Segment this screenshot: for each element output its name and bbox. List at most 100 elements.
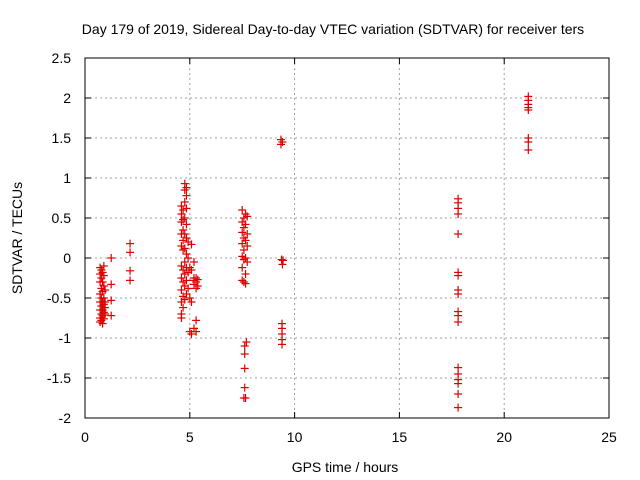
y-tick-label: 1: [63, 170, 71, 186]
data-point: [180, 214, 189, 222]
data-point: [240, 350, 249, 358]
data-point: [99, 262, 108, 270]
data-point: [238, 206, 247, 214]
y-tick-label: -1.5: [47, 370, 71, 386]
data-point: [177, 286, 186, 294]
data-point: [241, 236, 250, 245]
x-tick-label: 20: [496, 429, 512, 445]
data-point: [177, 262, 186, 270]
data-point: [454, 230, 463, 238]
x-tick-label: 5: [186, 429, 194, 445]
data-point: [179, 226, 188, 234]
grid-lines: [85, 58, 609, 418]
data-point: [187, 240, 196, 249]
data-point: [454, 379, 463, 388]
data-point: [182, 276, 191, 285]
data-point: [179, 278, 188, 286]
data-point: [279, 256, 288, 265]
data-point: [107, 280, 116, 289]
data-point: [99, 314, 108, 323]
data-point: [182, 250, 191, 258]
y-tick-labels: -2 -1.5 -1 -0.5 0 0.5 1 1.5 2 2.5: [47, 50, 71, 426]
x-tick-label: 0: [81, 429, 89, 445]
data-point: [126, 266, 135, 275]
data-point: [177, 274, 186, 282]
data-point: [238, 263, 247, 272]
data-point: [241, 220, 250, 229]
data-point: [243, 242, 252, 250]
data-point: [277, 255, 286, 264]
y-tick-label: -2: [59, 410, 72, 426]
data-point: [101, 310, 110, 318]
data-point: [524, 138, 533, 146]
data-point: [184, 254, 193, 262]
data-point: [180, 230, 189, 238]
data-point: [101, 286, 110, 294]
data-point: [524, 146, 533, 154]
data-point: [278, 138, 287, 146]
x-tick-label: 25: [601, 429, 617, 445]
data-point: [454, 403, 463, 412]
data-point: [180, 258, 189, 266]
data-point: [240, 342, 249, 350]
y-tick-label: 1.5: [52, 130, 72, 146]
data-point: [98, 319, 107, 328]
axis-ticks: [84, 57, 610, 419]
y-tick-label: -1: [59, 330, 72, 346]
data-point: [187, 330, 196, 338]
data-point: [189, 258, 198, 266]
y-tick-label: 0.5: [52, 210, 72, 226]
data-point: [243, 258, 252, 266]
data-point: [192, 316, 201, 325]
data-point: [240, 383, 249, 392]
data-point: [241, 254, 250, 262]
x-axis-label: GPS time / hours: [292, 459, 399, 475]
data-point: [454, 390, 463, 398]
data-point: [180, 244, 189, 253]
data-point: [184, 284, 193, 293]
data-point: [126, 276, 135, 285]
data-point: [98, 278, 107, 286]
data-point: [177, 314, 186, 322]
data-point: [243, 212, 252, 221]
data-point: [239, 214, 248, 222]
data-point: [107, 254, 116, 262]
data-point: [182, 290, 191, 298]
data-point: [242, 338, 251, 346]
data-point: [187, 298, 196, 306]
y-axis-label: SDTVAR / TECUs: [9, 182, 25, 294]
data-point: [239, 246, 248, 254]
data-point: [180, 198, 189, 206]
data-point: [177, 210, 186, 218]
data-point: [179, 215, 188, 224]
data-point: [179, 246, 188, 254]
data-point: [99, 282, 108, 290]
y-tick-label: 2: [63, 90, 71, 106]
plot-frame: [84, 57, 610, 419]
data-point: [278, 260, 287, 269]
data-point: [454, 210, 463, 218]
data-point: [107, 296, 116, 305]
data-point: [238, 228, 247, 237]
data-point: [278, 340, 287, 349]
data-point: [454, 290, 463, 298]
data-point: [180, 270, 189, 278]
data-point: [454, 271, 463, 280]
data-point: [126, 248, 135, 257]
data-point: [179, 206, 188, 214]
data-point: [107, 311, 116, 320]
data-point: [241, 279, 250, 288]
data-point: [454, 318, 463, 326]
data-point: [185, 294, 194, 302]
y-tick-label: 2.5: [52, 50, 72, 66]
data-point: [182, 220, 191, 229]
x-tick-labels: 0 5 10 15 20 25: [81, 429, 617, 445]
data-point: [182, 183, 191, 192]
data-point: [99, 271, 108, 280]
y-tick-label: 0: [63, 250, 71, 266]
data-point: [182, 234, 191, 242]
x-tick-label: 10: [287, 429, 303, 445]
data-point: [241, 270, 250, 278]
data-point: [182, 191, 191, 200]
data-point: [239, 278, 248, 286]
